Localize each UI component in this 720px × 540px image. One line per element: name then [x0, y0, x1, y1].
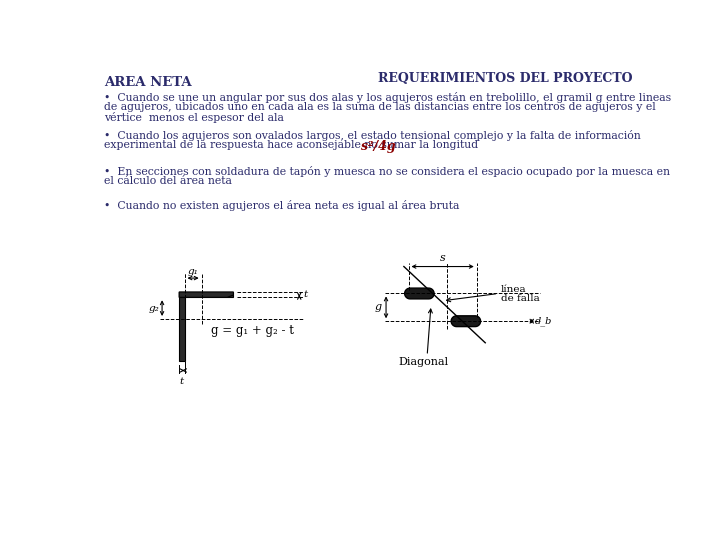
Text: t: t: [303, 290, 307, 299]
Text: s: s: [440, 253, 446, 264]
Text: d_b: d_b: [535, 316, 552, 326]
Polygon shape: [179, 292, 184, 361]
Text: REQUERIMIENTOS DEL PROYECTO: REQUERIMIENTOS DEL PROYECTO: [378, 72, 632, 85]
Polygon shape: [405, 288, 434, 299]
Text: el cálculo del área neta: el cálculo del área neta: [104, 177, 232, 186]
Text: de falla: de falla: [500, 294, 539, 302]
Polygon shape: [179, 292, 233, 298]
Text: Diagonal: Diagonal: [398, 357, 449, 367]
Text: t: t: [180, 377, 184, 386]
Text: •  Cuando se une un angular por sus dos alas y los agujeros están en trebolillo,: • Cuando se une un angular por sus dos a…: [104, 92, 671, 103]
Text: •  Cuando no existen agujeros el área neta es igual al área bruta: • Cuando no existen agujeros el área net…: [104, 200, 459, 211]
Text: g = g₁ + g₂ - t: g = g₁ + g₂ - t: [211, 324, 294, 337]
Text: experimental de la respuesta hace aconsejable no sumar la longitud: experimental de la respuesta hace aconse…: [104, 140, 485, 150]
Text: •  En secciones con soldadura de tapón y muesca no se considera el espacio ocupa: • En secciones con soldadura de tapón y …: [104, 166, 670, 178]
Text: de agujeros, ubicados uno en cada ala es la suma de las distancias entre los cen: de agujeros, ubicados uno en cada ala es…: [104, 102, 656, 112]
Text: s²/4g: s²/4g: [361, 140, 396, 153]
Text: línea: línea: [500, 285, 526, 294]
Text: g: g: [375, 302, 382, 312]
Text: AREA NETA: AREA NETA: [104, 76, 192, 89]
Text: g₂: g₂: [148, 303, 159, 313]
Text: •  Cuando los agujeros son ovalados largos, el estado tensional complejo y la fa: • Cuando los agujeros son ovalados largo…: [104, 130, 641, 141]
Polygon shape: [451, 316, 480, 327]
Text: vértice  menos el espesor del ala: vértice menos el espesor del ala: [104, 112, 284, 123]
Text: g₁: g₁: [188, 267, 199, 276]
Polygon shape: [179, 292, 233, 298]
